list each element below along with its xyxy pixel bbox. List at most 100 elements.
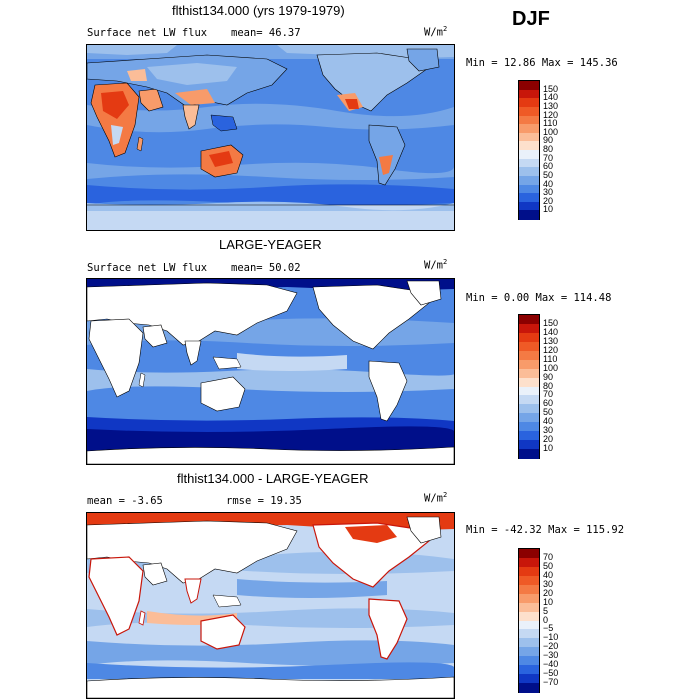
colorbar-tick-label: 130 xyxy=(543,100,559,111)
colorbar-tick-label: 120 xyxy=(543,109,559,120)
colorbar-cell xyxy=(519,549,539,559)
colorbar-tick-label: 50 xyxy=(543,169,554,180)
colorbar-cell xyxy=(519,584,539,595)
colorbar-tick-label: −30 xyxy=(543,650,559,661)
colorbar-tick-label: 30 xyxy=(543,578,554,589)
panel-1-mean-label: mean= 46.37 xyxy=(231,27,301,39)
colorbar-cell xyxy=(519,193,539,203)
colorbar-tick-label: −10 xyxy=(543,632,559,643)
colorbar-cell xyxy=(519,602,539,613)
colorbar-tick-label: 20 xyxy=(543,434,554,445)
panel-3-minmax: Min = -42.32 Max = 115.92 xyxy=(466,524,625,536)
panel-3-map xyxy=(86,512,455,699)
colorbar-tick-label: −40 xyxy=(543,659,559,670)
colorbar-tick-label: 70 xyxy=(543,551,554,562)
colorbar-tick-label: 70 xyxy=(543,152,554,163)
season-label: DJF xyxy=(512,8,550,30)
panel-1-map xyxy=(86,44,455,231)
panel-1-field-label: Surface net LW flux xyxy=(87,27,208,39)
colorbar-cell xyxy=(519,167,539,177)
panel-2-title: LARGE-YEAGER xyxy=(219,237,322,252)
colorbar-cell xyxy=(519,656,539,666)
colorbar-tick-label: 30 xyxy=(543,425,554,436)
colorbar-tick-label: 10 xyxy=(543,443,554,454)
colorbar-cell xyxy=(519,315,539,325)
colorbar-tick-label: −20 xyxy=(543,641,559,652)
colorbar-cell xyxy=(519,175,539,185)
colorbar-tick-label: 130 xyxy=(543,335,559,346)
colorbar-cell xyxy=(519,201,539,211)
colorbar-tick-label: 50 xyxy=(543,407,554,418)
colorbar-tick-label: 60 xyxy=(543,161,554,172)
colorbar-cell xyxy=(519,184,539,194)
colorbar-tick-label: 40 xyxy=(543,416,554,427)
colorbar-tick-label: 40 xyxy=(543,178,554,189)
colorbar-tick-label: 150 xyxy=(543,83,559,94)
panel-2-minmax: Min = 0.00 Max = 114.48 xyxy=(466,292,612,304)
colorbar-cell xyxy=(519,98,539,108)
panel-3-unit-label: W/m2 xyxy=(424,491,448,505)
colorbar-cell xyxy=(519,106,539,116)
colorbar-tick-label: 140 xyxy=(543,92,559,103)
colorbar-cell xyxy=(519,431,539,441)
colorbar-cell xyxy=(519,629,539,639)
colorbar-tick-label: −5 xyxy=(543,623,554,634)
panel-3-colorbar-labels: 70 50 40 30 20 10 5 0 −5 −10 −20 −30 −40 −50 −70 xyxy=(543,548,583,693)
colorbar-cell xyxy=(519,132,539,142)
panel-2-colorbar-labels: 150 140 130 120 110 100 90 80 70 60 50 40 30 20 10 xyxy=(543,314,583,459)
panel-2-map xyxy=(86,278,455,465)
colorbar-tick-label: 40 xyxy=(543,569,554,580)
colorbar-cell xyxy=(519,593,539,604)
colorbar-cell xyxy=(519,620,539,630)
colorbar-cell xyxy=(519,674,539,684)
panel-3-title: flthist134.000 - LARGE-YEAGER xyxy=(177,471,369,486)
colorbar-cell xyxy=(519,638,539,648)
panel-1-colorbar xyxy=(518,80,540,220)
colorbar-tick-label: 110 xyxy=(543,353,558,364)
colorbar-cell xyxy=(519,150,539,160)
colorbar-tick-label: 100 xyxy=(543,126,559,137)
colorbar-tick-label: 60 xyxy=(543,398,554,409)
colorbar-tick-label: 10 xyxy=(543,596,554,607)
colorbar-cell xyxy=(519,341,539,352)
colorbar-cell xyxy=(519,158,539,168)
colorbar-cell xyxy=(519,332,539,343)
colorbar-tick-label: 30 xyxy=(543,187,554,198)
colorbar-tick-label: 90 xyxy=(543,135,554,146)
colorbar-cell xyxy=(519,413,539,423)
colorbar-cell xyxy=(519,115,539,125)
colorbar-cell xyxy=(519,350,539,361)
panel-2-unit-label: W/m2 xyxy=(424,258,448,272)
colorbar-cell xyxy=(519,404,539,414)
colorbar-cell xyxy=(519,368,539,379)
colorbar-tick-label: −50 xyxy=(543,668,559,679)
panel-2-mean-label: mean= 50.02 xyxy=(231,262,301,274)
colorbar-tick-label: −70 xyxy=(543,677,559,688)
colorbar-cell xyxy=(519,647,539,657)
colorbar-cell xyxy=(519,210,539,220)
panel-2-colorbar xyxy=(518,314,540,459)
panel-2-field-label: Surface net LW flux xyxy=(87,262,208,274)
colorbar-tick-label: 5 xyxy=(543,605,549,616)
colorbar-cell xyxy=(519,395,539,405)
colorbar-cell xyxy=(519,683,539,693)
panel-1-minmax: Min = 12.86 Max = 145.36 xyxy=(466,57,618,69)
panel-3-rmse-label: rmse = 19.35 xyxy=(226,495,302,507)
colorbar-cell xyxy=(519,566,539,577)
panel-1-title: flthist134.000 (yrs 1979-1979) xyxy=(172,3,345,18)
colorbar-tick-label: 90 xyxy=(543,371,554,382)
colorbar-cell xyxy=(519,141,539,151)
colorbar-cell xyxy=(519,449,539,459)
colorbar-cell xyxy=(519,665,539,675)
colorbar-tick-label: 120 xyxy=(543,344,559,355)
panel-3-mean-label: mean = -3.65 xyxy=(87,495,163,507)
colorbar-tick-label: 10 xyxy=(543,204,554,215)
colorbar-cell xyxy=(519,89,539,99)
colorbar-tick-label: 100 xyxy=(543,362,559,373)
colorbar-cell xyxy=(519,422,539,432)
panel-1-colorbar-labels: 150 140 130 120 110 100 90 80 70 60 50 40 30 20 10 xyxy=(543,80,583,220)
panel-3-colorbar xyxy=(518,548,540,693)
colorbar-tick-label: 20 xyxy=(543,195,554,206)
colorbar-cell xyxy=(519,611,539,621)
colorbar-tick-label: 110 xyxy=(543,118,558,129)
